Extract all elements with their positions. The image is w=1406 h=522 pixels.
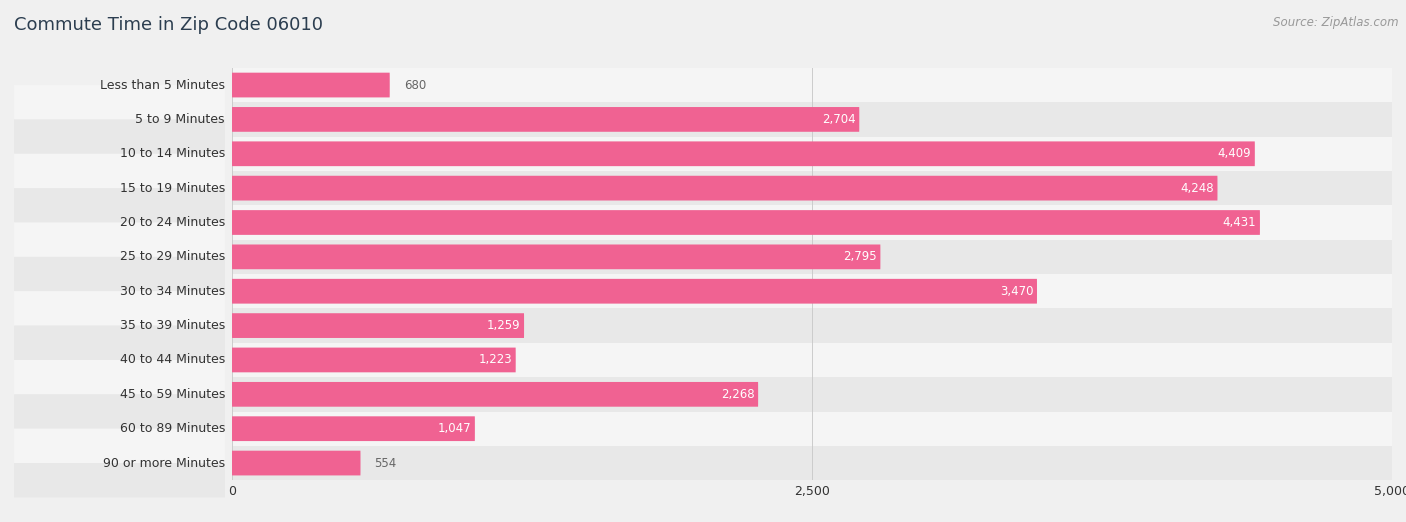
FancyBboxPatch shape [232,107,859,132]
Text: 4,431: 4,431 [1223,216,1257,229]
Text: 2,704: 2,704 [823,113,856,126]
Bar [232,274,1392,309]
FancyBboxPatch shape [232,176,1218,200]
FancyBboxPatch shape [232,417,475,441]
Text: 1,259: 1,259 [486,319,520,332]
Text: 680: 680 [404,78,426,91]
Bar [232,343,1392,377]
FancyBboxPatch shape [232,141,1254,166]
FancyBboxPatch shape [232,73,389,98]
FancyBboxPatch shape [232,210,1260,235]
Text: 30 to 34 Minutes: 30 to 34 Minutes [120,284,225,298]
Text: 45 to 59 Minutes: 45 to 59 Minutes [120,388,225,401]
Text: 40 to 44 Minutes: 40 to 44 Minutes [120,353,225,366]
Bar [232,240,1392,274]
Bar [232,102,1392,137]
Text: 2,268: 2,268 [721,388,755,401]
Text: 1,223: 1,223 [478,353,512,366]
Bar [232,411,1392,446]
Text: 35 to 39 Minutes: 35 to 39 Minutes [120,319,225,332]
Text: Source: ZipAtlas.com: Source: ZipAtlas.com [1274,16,1399,29]
Text: 1,047: 1,047 [437,422,471,435]
Bar [232,205,1392,240]
Bar [232,171,1392,205]
Text: 5 to 9 Minutes: 5 to 9 Minutes [135,113,225,126]
Bar [232,68,1392,102]
FancyBboxPatch shape [232,348,516,372]
FancyBboxPatch shape [232,279,1038,304]
Text: 4,409: 4,409 [1218,147,1251,160]
Text: Less than 5 Minutes: Less than 5 Minutes [100,78,225,91]
Text: 4,248: 4,248 [1181,182,1213,195]
Text: 554: 554 [374,457,396,470]
Text: Commute Time in Zip Code 06010: Commute Time in Zip Code 06010 [14,16,323,33]
Text: 25 to 29 Minutes: 25 to 29 Minutes [120,251,225,264]
Bar [232,377,1392,411]
Text: 90 or more Minutes: 90 or more Minutes [103,457,225,470]
FancyBboxPatch shape [232,382,758,407]
FancyBboxPatch shape [232,313,524,338]
Bar [232,137,1392,171]
Bar [232,309,1392,343]
Bar [232,446,1392,480]
Text: 60 to 89 Minutes: 60 to 89 Minutes [120,422,225,435]
FancyBboxPatch shape [232,244,880,269]
Text: 20 to 24 Minutes: 20 to 24 Minutes [120,216,225,229]
Text: 10 to 14 Minutes: 10 to 14 Minutes [120,147,225,160]
Text: 15 to 19 Minutes: 15 to 19 Minutes [120,182,225,195]
FancyBboxPatch shape [232,450,360,476]
Text: 2,795: 2,795 [844,251,877,264]
Text: 3,470: 3,470 [1000,284,1033,298]
